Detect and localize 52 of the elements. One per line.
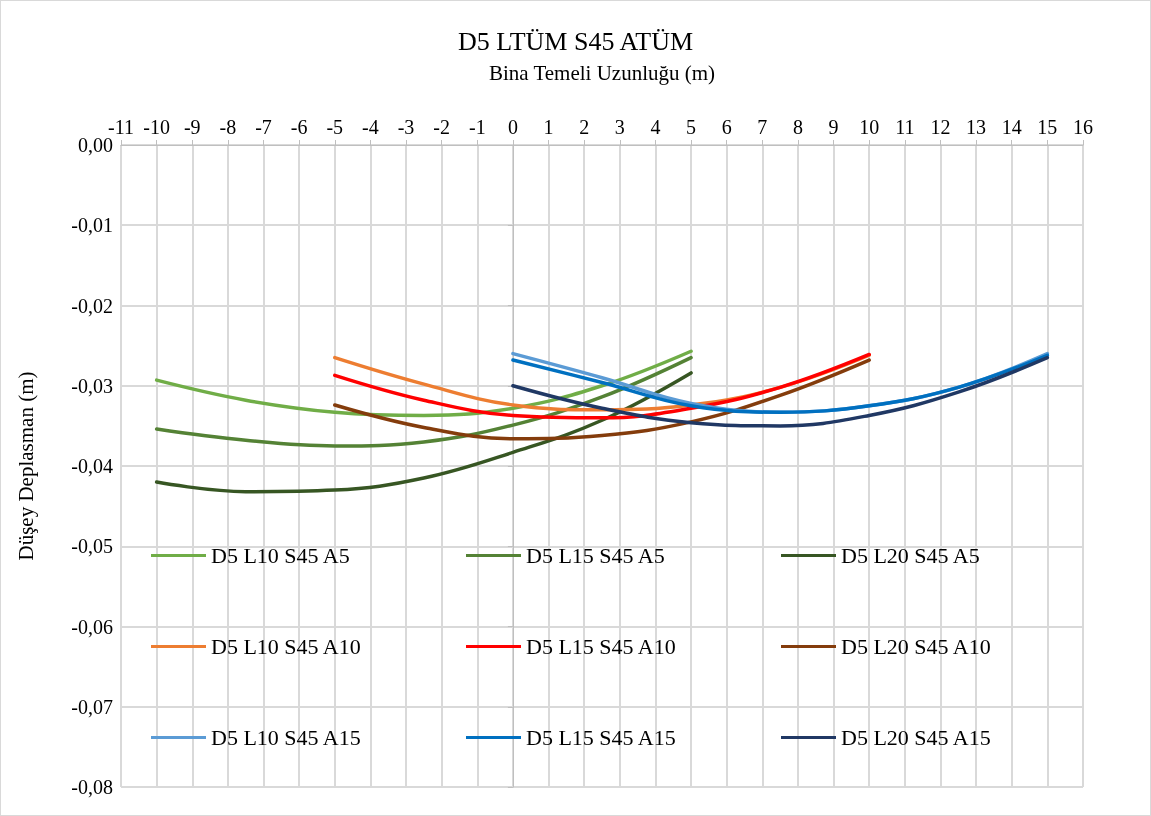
legend-label: D5 L20 S45 A10: [841, 634, 991, 659]
y-tick-label: -0,01: [71, 214, 113, 237]
x-tick-label: -2: [433, 116, 450, 138]
legend-label: D5 L15 S45 A15: [526, 725, 676, 750]
x-tick-label: -5: [326, 116, 344, 138]
y-tick-label: -0,08: [71, 776, 113, 798]
line-series: [333, 358, 871, 441]
x-tick-label: 15: [1037, 116, 1058, 138]
y-axis-title: Düşey Deplasman (m): [13, 371, 38, 561]
x-axis-title: Bina Temeli Uzunluğu (m): [488, 60, 716, 85]
x-tick-label: 1: [543, 116, 554, 138]
x-tick-label: -8: [219, 116, 237, 138]
line-series: [154, 371, 693, 494]
x-tick-label: 10: [859, 116, 880, 138]
x-tick-label: -10: [143, 116, 170, 138]
x-tick-label: 4: [650, 116, 661, 138]
x-tick-label: 16: [1073, 116, 1093, 138]
x-tick-label: 9: [828, 116, 839, 138]
x-tick-label: 8: [792, 116, 803, 138]
x-tick-label: 2: [579, 116, 590, 138]
x-tick-label: 12: [930, 116, 951, 138]
x-tick-label: 6: [721, 116, 732, 138]
x-tick-label: 13: [966, 116, 987, 138]
x-tick-label: 0: [507, 116, 518, 138]
legend-label: D5 L10 S45 A5: [211, 543, 350, 568]
x-tick-label: -3: [397, 116, 415, 138]
x-tick-label: -9: [183, 116, 201, 138]
legend-label: D5 L20 S45 A5: [841, 543, 980, 568]
legend-label: D5 L20 S45 A15: [841, 725, 991, 750]
line-series: [511, 355, 1050, 428]
legend-label: D5 L15 S45 A10: [526, 634, 676, 659]
chart-title: D5 LTÜM S45 ATÜM: [457, 26, 694, 56]
x-tick-label: 11: [895, 116, 915, 138]
x-tick-label: -1: [468, 116, 486, 138]
legend-label: D5 L10 S45 A15: [211, 725, 361, 750]
y-tick-label: -0,03: [71, 374, 113, 397]
x-tick-label: 3: [614, 116, 625, 138]
y-tick-label: -0,06: [71, 615, 113, 638]
x-tick-label: -6: [290, 116, 308, 138]
x-tick-label: 14: [1001, 116, 1022, 138]
y-tick-label: -0,02: [71, 294, 113, 317]
legend-label: D5 L10 S45 A10: [211, 634, 361, 659]
y-tick-label: -0,04: [71, 455, 113, 477]
x-tick-label: -4: [362, 116, 379, 138]
legend-label: D5 L15 S45 A5: [526, 543, 665, 568]
y-tick-label: -0,07: [71, 695, 113, 718]
line-series: [154, 355, 693, 448]
x-tick-label: -7: [255, 116, 272, 138]
x-tick-label: 7: [757, 116, 768, 138]
line-series: [154, 349, 693, 418]
x-tick-label: 5: [686, 116, 697, 138]
y-tick-label: -0,05: [71, 535, 113, 558]
